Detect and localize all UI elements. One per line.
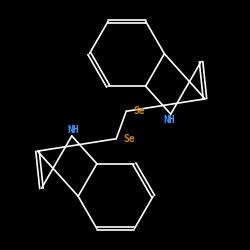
Text: Se: Se — [133, 106, 145, 116]
Text: NH: NH — [67, 125, 79, 135]
Text: NH: NH — [164, 115, 175, 125]
Text: Se: Se — [123, 134, 135, 144]
